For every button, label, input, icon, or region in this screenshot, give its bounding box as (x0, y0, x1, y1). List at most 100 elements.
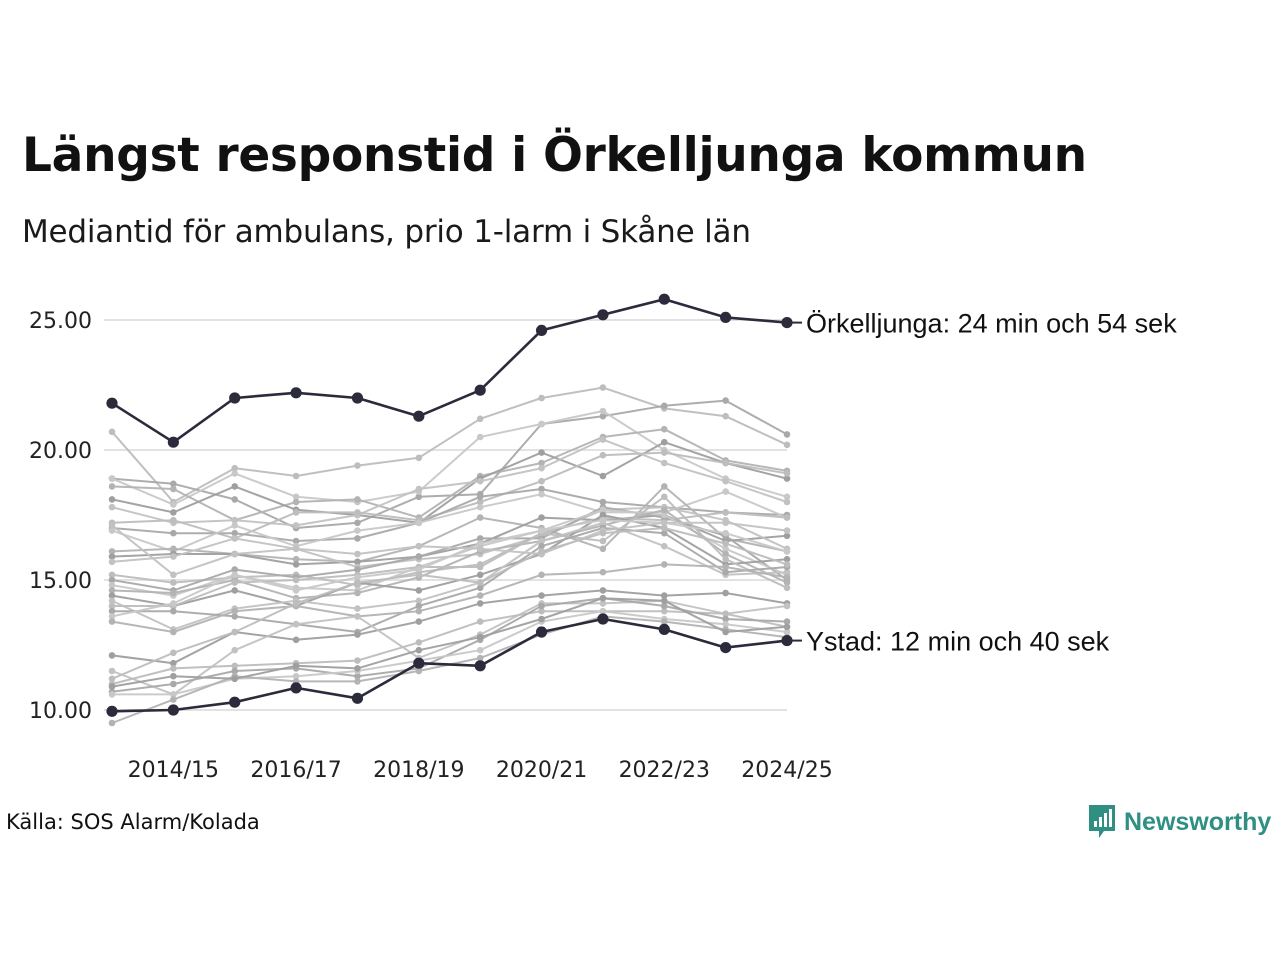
series-path (111, 441, 788, 524)
series-point (783, 623, 791, 631)
series-point (170, 579, 177, 586)
series-point (354, 574, 361, 581)
series-point (599, 498, 607, 506)
source-note: Källa: SOS Alarm/Kolada (6, 810, 260, 834)
series-point (354, 509, 361, 516)
highlight-point (781, 634, 793, 647)
series-path (111, 610, 788, 685)
x-tick-label: 2014/15 (128, 758, 219, 780)
series-point (538, 459, 545, 467)
series-point (108, 607, 116, 615)
series-point (231, 464, 239, 472)
series-point (292, 587, 300, 594)
series-point (415, 485, 423, 493)
series-point (170, 696, 177, 703)
series-point (108, 618, 116, 625)
series-point (415, 454, 423, 462)
series-point (783, 441, 791, 449)
series-point (354, 579, 361, 586)
series-point (783, 602, 791, 610)
series-point (722, 568, 729, 576)
series-line (108, 516, 791, 620)
highlight-point (597, 613, 609, 625)
series-point (170, 691, 177, 698)
series-point (231, 667, 239, 675)
series-point (170, 553, 177, 560)
series-point (231, 516, 239, 524)
series-point (231, 579, 239, 586)
highlight-point (106, 705, 118, 717)
series-point (660, 607, 668, 615)
series-point (660, 493, 668, 501)
series-point (231, 566, 239, 573)
series-point (599, 529, 607, 537)
series-point (660, 592, 668, 599)
series-point (108, 428, 116, 436)
series-point (415, 639, 423, 646)
highlight-point (535, 626, 548, 638)
x-tick-label: 2024/25 (741, 758, 832, 780)
series-point (783, 527, 791, 534)
series-point (722, 519, 729, 527)
y-tick-label: 10.00 (29, 699, 92, 724)
series-point (538, 449, 545, 456)
series-point (599, 384, 607, 391)
highlight-point (535, 324, 548, 336)
series-point (660, 529, 668, 537)
series-point (599, 436, 607, 443)
series-point (476, 433, 484, 441)
highlight-path (111, 297, 788, 444)
series-point (783, 431, 791, 438)
series-point (108, 613, 116, 620)
series-point (170, 571, 177, 579)
series-path (111, 589, 788, 665)
series-point (538, 615, 545, 623)
series-path (111, 508, 788, 600)
series-point (538, 490, 545, 498)
highlight-point (351, 392, 364, 404)
series-point (170, 607, 177, 615)
series-point (599, 412, 607, 420)
series-point (354, 535, 361, 542)
series-point (660, 438, 668, 446)
series-point (783, 555, 791, 563)
series-point (170, 501, 177, 508)
series-point (292, 636, 300, 644)
series-line (108, 594, 791, 690)
series-point (538, 537, 545, 545)
series-point (354, 527, 361, 534)
series-point (170, 589, 177, 597)
series-point (108, 587, 116, 594)
series-point (722, 615, 729, 623)
series-point (722, 477, 729, 485)
series-point (722, 620, 729, 628)
series-point (660, 459, 668, 467)
series-point (108, 602, 116, 610)
series-point (660, 618, 668, 625)
series-point (415, 618, 423, 625)
series-point (292, 493, 300, 501)
highlight-point (229, 392, 241, 404)
highlight-point (474, 384, 486, 396)
series-point (354, 519, 361, 527)
highlight-point (474, 660, 486, 672)
series-point (476, 646, 484, 654)
series-point (292, 662, 300, 670)
series-point (108, 571, 116, 579)
series-point (415, 587, 423, 594)
series-point (108, 667, 116, 675)
series-point (415, 646, 423, 654)
series-point (354, 462, 361, 469)
series-point (538, 602, 545, 610)
series-point (170, 509, 177, 516)
series-point (476, 579, 484, 586)
series-point (660, 449, 668, 456)
series-point (599, 600, 607, 607)
series-point (599, 506, 607, 514)
series-point (292, 545, 300, 553)
highlight-line-ystad (106, 613, 793, 717)
series-point (538, 527, 545, 534)
series-point (599, 537, 607, 545)
series-point (231, 535, 239, 542)
series-point (599, 472, 607, 480)
